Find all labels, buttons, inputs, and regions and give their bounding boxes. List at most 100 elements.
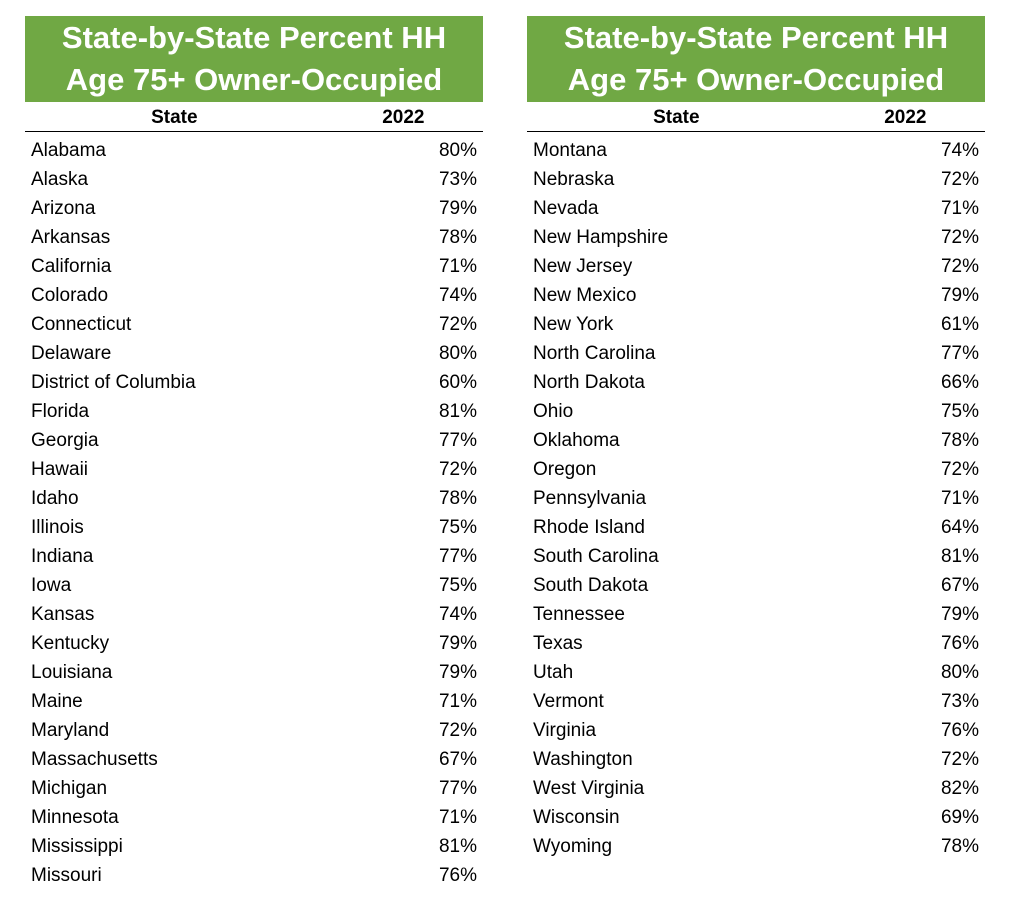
state-name-cell: Maine [31,691,83,712]
state-name-cell: New Jersey [533,256,633,277]
state-name-cell: Washington [533,749,633,770]
column-header-state: State [653,107,700,128]
table-title-banner: State-by-State Percent HH Age 75+ Owner-… [527,16,985,102]
table-row: North Carolina 77% [527,339,985,368]
percent-cell: 69% [940,807,979,828]
title-line-2: Age 75+ Owner-Occupied [567,62,945,97]
state-name-cell: New Mexico [533,285,637,306]
state-name-cell: Utah [533,662,574,683]
state-name-cell: Texas [533,633,583,654]
table-row: Hawaii 72% [25,455,483,484]
table-row: South Dakota 67% [527,571,985,600]
percent-cell: 67% [438,749,477,770]
percent-cell: 80% [438,343,477,364]
state-name-cell: Hawaii [31,459,89,480]
state-name-cell: Oklahoma [533,430,620,451]
percent-cell: 60% [438,372,477,393]
title-line-2: Age 75+ Owner-Occupied [65,62,443,97]
percent-cell: 72% [940,459,979,480]
percent-cell: 71% [438,691,477,712]
table-row: New Hampshire 72% [527,223,985,252]
percent-cell: 76% [940,720,979,741]
table-row: Wisconsin 69% [527,803,985,832]
percent-cell: 78% [438,227,477,248]
percent-cell: 79% [940,604,979,625]
state-name-cell: Louisiana [31,662,113,683]
state-name-cell: Vermont [533,691,604,712]
state-name-cell: Indiana [31,546,94,567]
state-name-cell: Virginia [533,720,597,741]
table-title-banner: State-by-State Percent HH Age 75+ Owner-… [25,16,483,102]
percent-cell: 77% [438,778,477,799]
percent-cell: 79% [438,198,477,219]
percent-cell: 66% [940,372,979,393]
percent-cell: 67% [940,575,979,596]
table-row: Mississippi 81% [25,832,483,861]
table-body: Montana 74% Nebraska 72% Nevada 71% New Hampsh… [527,132,985,861]
table-row: Georgia 77% [25,426,483,455]
state-name-cell: Mississippi [31,836,123,857]
column-header-year: 2022 [382,107,425,128]
percent-cell: 80% [438,140,477,161]
percent-cell: 74% [438,604,477,625]
percent-cell: 79% [438,633,477,654]
state-name-cell: Montana [533,140,607,161]
percent-cell: 81% [438,836,477,857]
table-row: Vermont 73% [527,687,985,716]
table-row: Oregon 72% [527,455,985,484]
table-row: California 71% [25,252,483,281]
table-row: Missouri 76% [25,861,483,890]
state-name-cell: Alabama [31,140,106,161]
table-row: Florida 81% [25,397,483,426]
state-name-cell: Kentucky [31,633,110,654]
state-name-cell: Minnesota [31,807,119,828]
table-row: Michigan 77% [25,774,483,803]
percent-cell: 71% [940,198,979,219]
table-row: Ohio 75% [527,397,985,426]
table-row: Massachusetts 67% [25,745,483,774]
table-row: Pennsylvania 71% [527,484,985,513]
table-row: Minnesota 71% [25,803,483,832]
state-name-cell: Illinois [31,517,84,538]
percent-cell: 73% [940,691,979,712]
state-name-cell: Iowa [31,575,72,596]
column-header-row: State 2022 [25,102,483,132]
state-name-cell: South Dakota [533,575,649,596]
state-name-cell: Pennsylvania [533,488,647,509]
table-row: New Mexico 79% [527,281,985,310]
state-name-cell: Connecticut [31,314,132,335]
percent-cell: 74% [940,140,979,161]
state-name-cell: West Virginia [533,778,645,799]
percent-cell: 71% [438,256,477,277]
percent-cell: 78% [940,430,979,451]
state-name-cell: Arkansas [31,227,111,248]
percent-cell: 73% [438,169,477,190]
column-header-state: State [151,107,198,128]
percent-cell: 64% [940,517,979,538]
percent-cell: 81% [940,546,979,567]
table-row: Washington 72% [527,745,985,774]
state-name-cell: Delaware [31,343,112,364]
state-name-cell: District of Columbia [31,372,196,393]
state-name-cell: Kansas [31,604,95,625]
percent-cell: 77% [940,343,979,364]
percent-cell: 75% [438,517,477,538]
percent-cell: 78% [940,836,979,857]
state-name-cell: Wyoming [533,836,613,857]
state-name-cell: Arizona [31,198,96,219]
table-row: Nevada 71% [527,194,985,223]
table-row: Texas 76% [527,629,985,658]
percent-cell: 72% [438,459,477,480]
table-row: Alaska 73% [25,165,483,194]
state-name-cell: Nevada [533,198,599,219]
state-name-cell: Rhode Island [533,517,645,538]
percent-cell: 71% [940,488,979,509]
state-name-cell: Wisconsin [533,807,620,828]
table-row: Kansas 74% [25,600,483,629]
state-name-cell: Florida [31,401,90,422]
percent-cell: 76% [940,633,979,654]
table-row: West Virginia 82% [527,774,985,803]
state-name-cell: Ohio [533,401,574,422]
state-name-cell: Alaska [31,169,89,190]
percent-cell: 75% [438,575,477,596]
